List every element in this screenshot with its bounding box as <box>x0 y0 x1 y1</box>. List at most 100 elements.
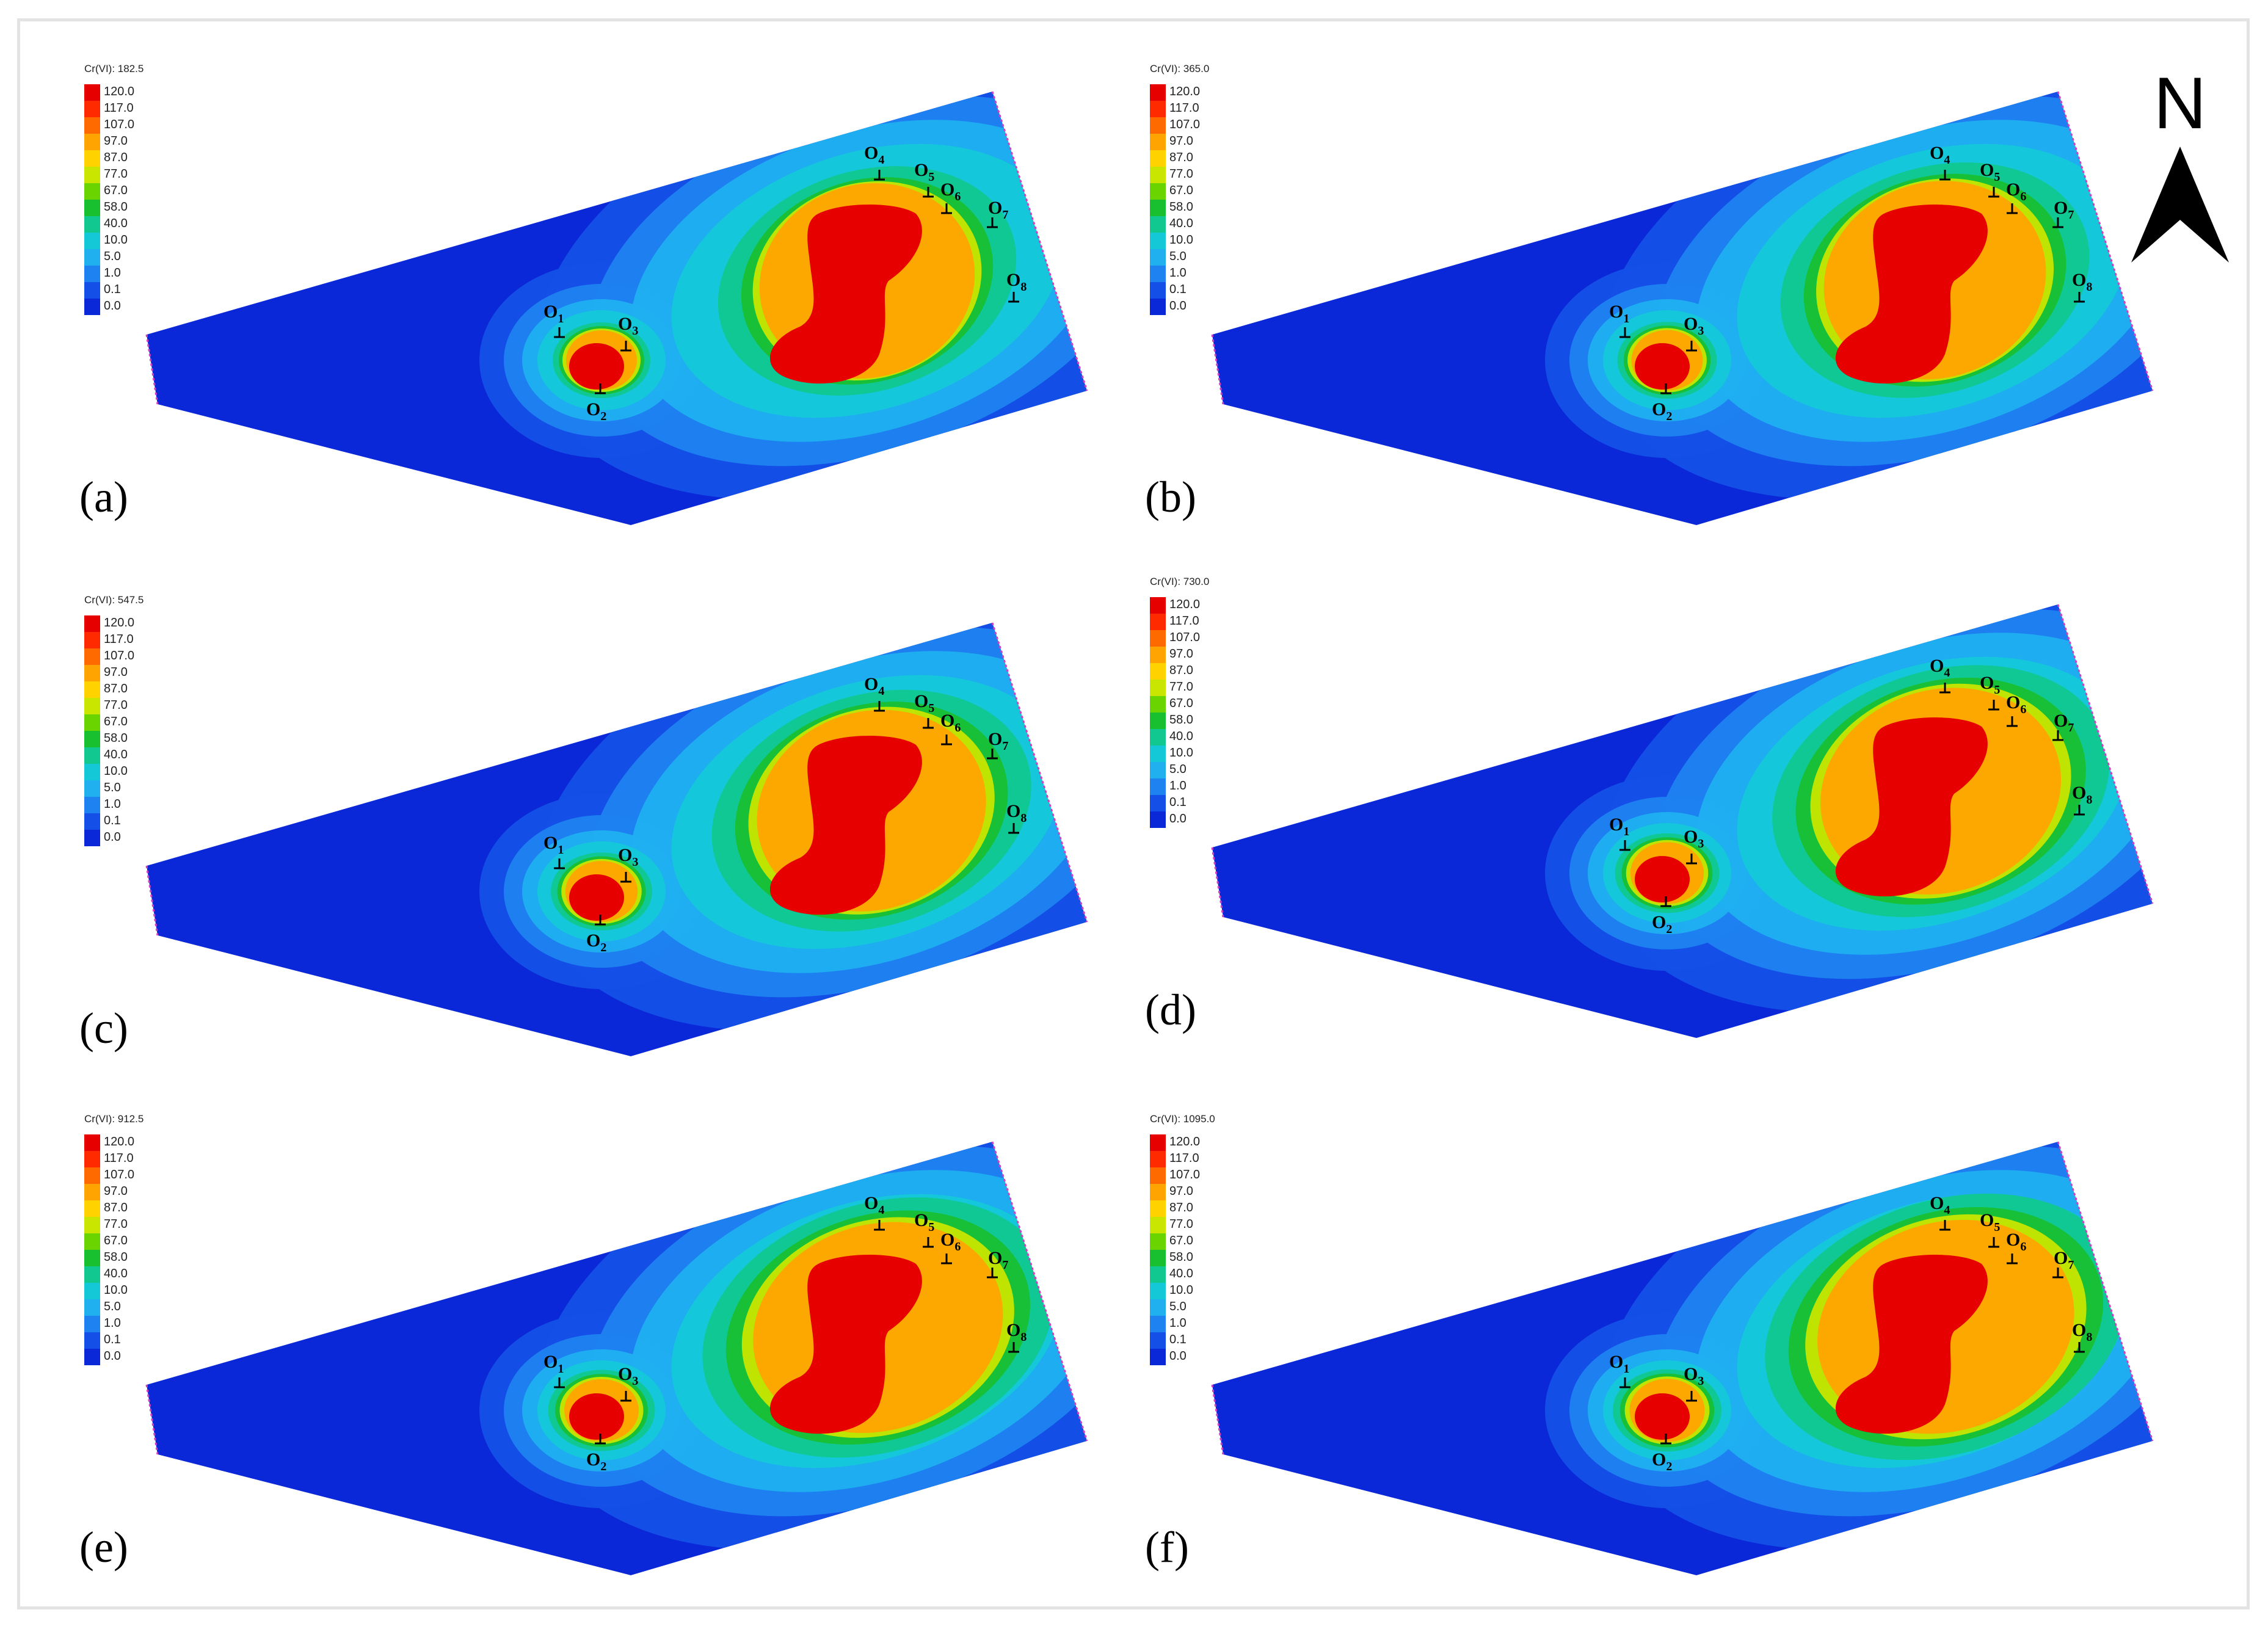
observation-well: O6 <box>2006 1230 2026 1264</box>
observation-well: O6 <box>2006 692 2026 727</box>
legend-level: 10.0 <box>104 233 128 247</box>
observation-well: O3 <box>1684 1364 1704 1402</box>
panel-label: (d) <box>1145 985 1196 1034</box>
legend-level: 0.0 <box>1169 812 1187 825</box>
observation-well: O4 <box>1930 1193 1950 1231</box>
legend-swatch <box>1150 1151 1166 1167</box>
legend-level: 117.0 <box>1169 1152 1199 1165</box>
panel-label: (f) <box>1145 1523 1189 1572</box>
plume-core <box>769 736 922 915</box>
observation-well: O4 <box>864 1193 885 1231</box>
legend-swatch <box>1150 729 1166 746</box>
legend-level: 77.0 <box>1169 167 1193 181</box>
color-legend: Cr(VI): 547.5 120.0 117.0 107.0 97.0 87.0 77.0… <box>84 594 144 846</box>
observation-well: O8 <box>1006 801 1027 834</box>
well-label: O1 <box>543 833 564 857</box>
legend-swatch <box>84 1217 100 1233</box>
legend-swatch <box>1150 134 1166 150</box>
well-label: O5 <box>1980 160 2000 184</box>
panel-svg: Cr(VI): 547.5 120.0 117.0 107.0 97.0 87.0 77.0… <box>79 594 1088 1056</box>
well-label: O3 <box>1684 314 1704 338</box>
legend-level: 97.0 <box>104 134 128 148</box>
legend-swatch <box>1150 84 1166 101</box>
legend-level: 40.0 <box>104 217 128 230</box>
plume-core <box>569 343 624 390</box>
legend-swatch <box>84 1167 100 1184</box>
well-label: O1 <box>543 302 564 325</box>
observation-well: O5 <box>914 160 934 198</box>
legend-level: 0.0 <box>1169 299 1187 313</box>
legend-swatch <box>84 830 100 846</box>
boundary-edge <box>991 91 1088 391</box>
well-label: O5 <box>914 160 934 184</box>
plume-core <box>1635 1393 1690 1440</box>
panel-svg: Cr(VI): 912.5 120.0 117.0 107.0 97.0 87.0 77.0… <box>79 1113 1088 1575</box>
observation-well: O3 <box>1684 827 1704 865</box>
legend-level: 40.0 <box>104 1267 128 1280</box>
well-label: O5 <box>914 1210 934 1234</box>
legend-level: 107.0 <box>1169 1168 1200 1181</box>
well-label: O1 <box>1609 1352 1629 1376</box>
legend-swatch <box>1150 696 1166 713</box>
legend-swatch <box>84 1283 100 1299</box>
well-label: O7 <box>988 729 1008 753</box>
legend-level: 107.0 <box>104 1168 134 1181</box>
legend-swatch <box>84 764 100 780</box>
legend-swatch <box>1150 266 1166 282</box>
legend-level: 67.0 <box>1169 697 1193 710</box>
legend-level: 1.0 <box>1169 779 1187 793</box>
well-label: O8 <box>1006 1320 1027 1344</box>
observation-well: O8 <box>1006 270 1027 303</box>
observation-well: O1 <box>543 833 565 869</box>
legend-swatch <box>1150 746 1166 762</box>
legend-swatch <box>84 632 100 648</box>
legend-title: Cr(VI): 730.0 <box>1150 576 1209 587</box>
color-legend: Cr(VI): 365.0 120.0 117.0 107.0 97.0 87.0 77.0… <box>1150 63 1209 315</box>
legend-swatch <box>1150 795 1166 811</box>
legend-level: 117.0 <box>104 633 134 646</box>
well-label: O7 <box>2054 711 2074 735</box>
legend-swatch <box>1150 630 1166 647</box>
legend-swatch <box>1150 1184 1166 1200</box>
legend-swatch <box>1150 282 1166 299</box>
legend-level: 1.0 <box>104 797 121 811</box>
observation-well: O7 <box>987 729 1008 760</box>
legend-level: 5.0 <box>104 250 121 263</box>
legend-level: 107.0 <box>104 118 134 131</box>
legend-level: 10.0 <box>104 764 128 778</box>
well-label: O6 <box>940 180 961 203</box>
boundary-edge <box>145 334 159 405</box>
legend-swatch <box>84 615 100 632</box>
legend-level: 120.0 <box>1169 85 1200 98</box>
observation-well: O2 <box>586 383 606 423</box>
legend-swatch <box>1150 1349 1166 1365</box>
legend-level: 1.0 <box>104 266 121 280</box>
map-panel: Cr(VI): 365.0 120.0 117.0 107.0 97.0 87.0 77.0… <box>1066 0 2268 537</box>
panel-svg: Cr(VI): 1095.0 120.0 117.0 107.0 97.0 87.0 77.… <box>1145 1113 2154 1575</box>
observation-well: O2 <box>586 1434 606 1473</box>
legend-swatch <box>1150 216 1166 233</box>
well-label: O3 <box>1684 1364 1704 1388</box>
legend-swatch <box>84 183 100 200</box>
legend-swatch <box>84 1316 100 1332</box>
panel-svg: Cr(VI): 730.0 120.0 117.0 107.0 97.0 87.0 77.0… <box>1145 576 2154 1038</box>
plume-core <box>769 205 922 384</box>
legend-swatch <box>1150 663 1166 680</box>
well-label: O2 <box>1652 1449 1672 1473</box>
well-label: O3 <box>618 1364 638 1388</box>
legend-level: 87.0 <box>1169 1201 1193 1214</box>
plume-core <box>569 874 624 921</box>
contour-layer <box>1545 604 2153 1013</box>
legend-swatch <box>1150 1134 1166 1151</box>
legend-swatch <box>84 216 100 233</box>
well-label: O7 <box>2054 1248 2074 1272</box>
legend-level: 87.0 <box>104 682 128 695</box>
legend-level: 77.0 <box>104 167 128 181</box>
plume-core <box>1635 856 1690 902</box>
well-label: O5 <box>1980 1210 2000 1234</box>
well-label: O1 <box>1609 814 1629 838</box>
legend-swatch <box>1150 1332 1166 1349</box>
legend-level: 77.0 <box>1169 680 1193 694</box>
observation-well: O2 <box>1652 383 1672 423</box>
map-group <box>145 1141 1088 1575</box>
